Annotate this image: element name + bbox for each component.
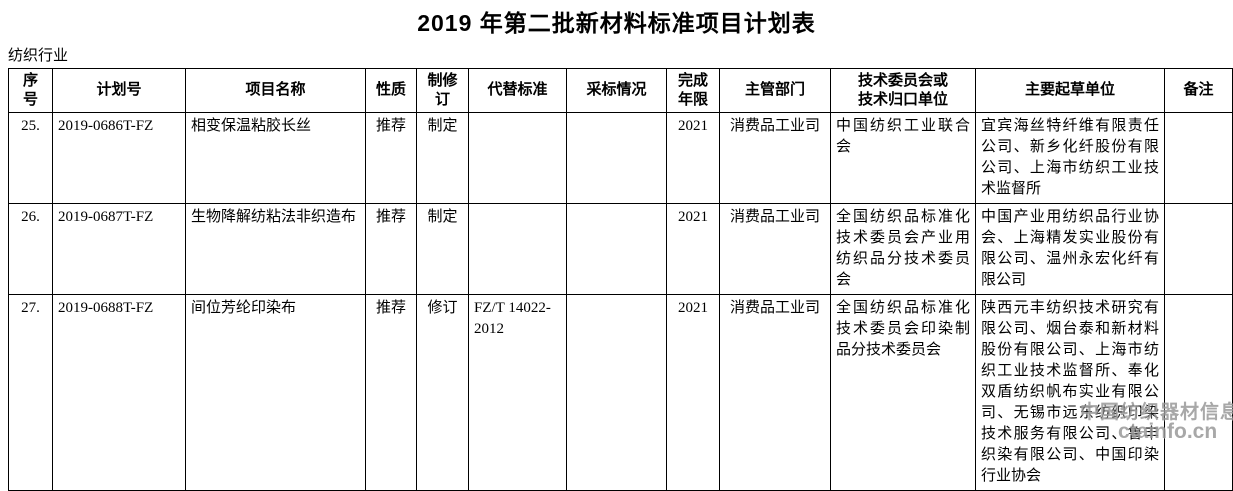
cell-adoption [566,112,667,204]
column-header-department: 主管部门 [719,68,831,113]
cell-seq: 25. [8,112,53,204]
cell-plan-no: 2019-0687T-FZ [52,203,186,295]
column-header-nature: 性质 [365,68,417,113]
cell-completion-year: 2021 [666,294,720,491]
cell-replaced-standard: FZ/T 14022-2012 [468,294,567,491]
cell-technical-committee: 全国纺织品标准化技术委员会产业用纺织品分技术委员会 [830,203,976,295]
column-header-replaced-standard: 代替标准 [468,68,567,113]
cell-project-name: 生物降解纺粘法非织造布 [185,203,366,295]
cell-nature: 推荐 [365,112,417,204]
column-header-completion-year: 完成年限 [666,68,720,113]
plan-table: 序号 计划号 项目名称 性质 制修订 代替标准 采标情况 完成年限 主管部门 技… [8,68,1233,491]
cell-adoption [566,203,667,295]
cell-project-name: 间位芳纶印染布 [185,294,366,491]
column-header-remarks: 备注 [1164,68,1233,113]
cell-remarks [1164,203,1233,295]
cell-nature: 推荐 [365,294,417,491]
cell-project-name: 相变保温粘胶长丝 [185,112,366,204]
cell-drafting-units: 陕西元丰纺织技术研究有限公司、烟台泰和新材料股份有限公司、上海市纺织工业技术监督… [975,294,1165,491]
column-header-adoption: 采标情况 [566,68,667,113]
page-title: 2019 年第二批新材料标准项目计划表 [417,10,816,36]
cell-remarks [1164,294,1233,491]
table-row: 26. 2019-0687T-FZ 生物降解纺粘法非织造布 推荐 制定 2021… [8,203,1233,295]
table-row: 27. 2019-0688T-FZ 间位芳纶印染布 推荐 修订 FZ/T 140… [8,294,1233,491]
section-label: 纺织行业 [8,48,69,64]
column-header-revision-type: 制修订 [416,68,469,113]
cell-technical-committee: 全国纺织品标准化技术委员会印染制品分技术委员会 [830,294,976,491]
cell-plan-no: 2019-0686T-FZ [52,112,186,204]
cell-completion-year: 2021 [666,112,720,204]
cell-seq: 27. [8,294,53,491]
column-header-seq: 序号 [8,68,53,113]
cell-replaced-standard [468,203,567,295]
cell-plan-no: 2019-0688T-FZ [52,294,186,491]
column-header-drafting-units: 主要起草单位 [975,68,1165,113]
cell-nature: 推荐 [365,203,417,295]
cell-revision-type: 制定 [416,112,469,204]
cell-drafting-units: 中国产业用纺织品行业协会、上海精发实业股份有限公司、温州永宏化纤有限公司 [975,203,1165,295]
cell-technical-committee: 中国纺织工业联合会 [830,112,976,204]
cell-department: 消费品工业司 [719,112,831,204]
cell-completion-year: 2021 [666,203,720,295]
table-row: 25. 2019-0686T-FZ 相变保温粘胶长丝 推荐 制定 2021 消费… [8,112,1233,204]
column-header-technical-committee: 技术委员会或技术归口单位 [830,68,976,113]
cell-adoption [566,294,667,491]
cell-department: 消费品工业司 [719,294,831,491]
cell-revision-type: 制定 [416,203,469,295]
cell-drafting-units: 宜宾海丝特纤维有限责任公司、新乡化纤股份有限公司、上海市纺织工业技术监督所 [975,112,1165,204]
cell-seq: 26. [8,203,53,295]
column-header-project-name: 项目名称 [185,68,366,113]
cell-replaced-standard [468,112,567,204]
header-row: 序号 计划号 项目名称 性质 制修订 代替标准 采标情况 完成年限 主管部门 技… [8,68,1233,113]
cell-revision-type: 修订 [416,294,469,491]
column-header-plan-no: 计划号 [52,68,186,113]
cell-department: 消费品工业司 [719,203,831,295]
cell-remarks [1164,112,1233,204]
